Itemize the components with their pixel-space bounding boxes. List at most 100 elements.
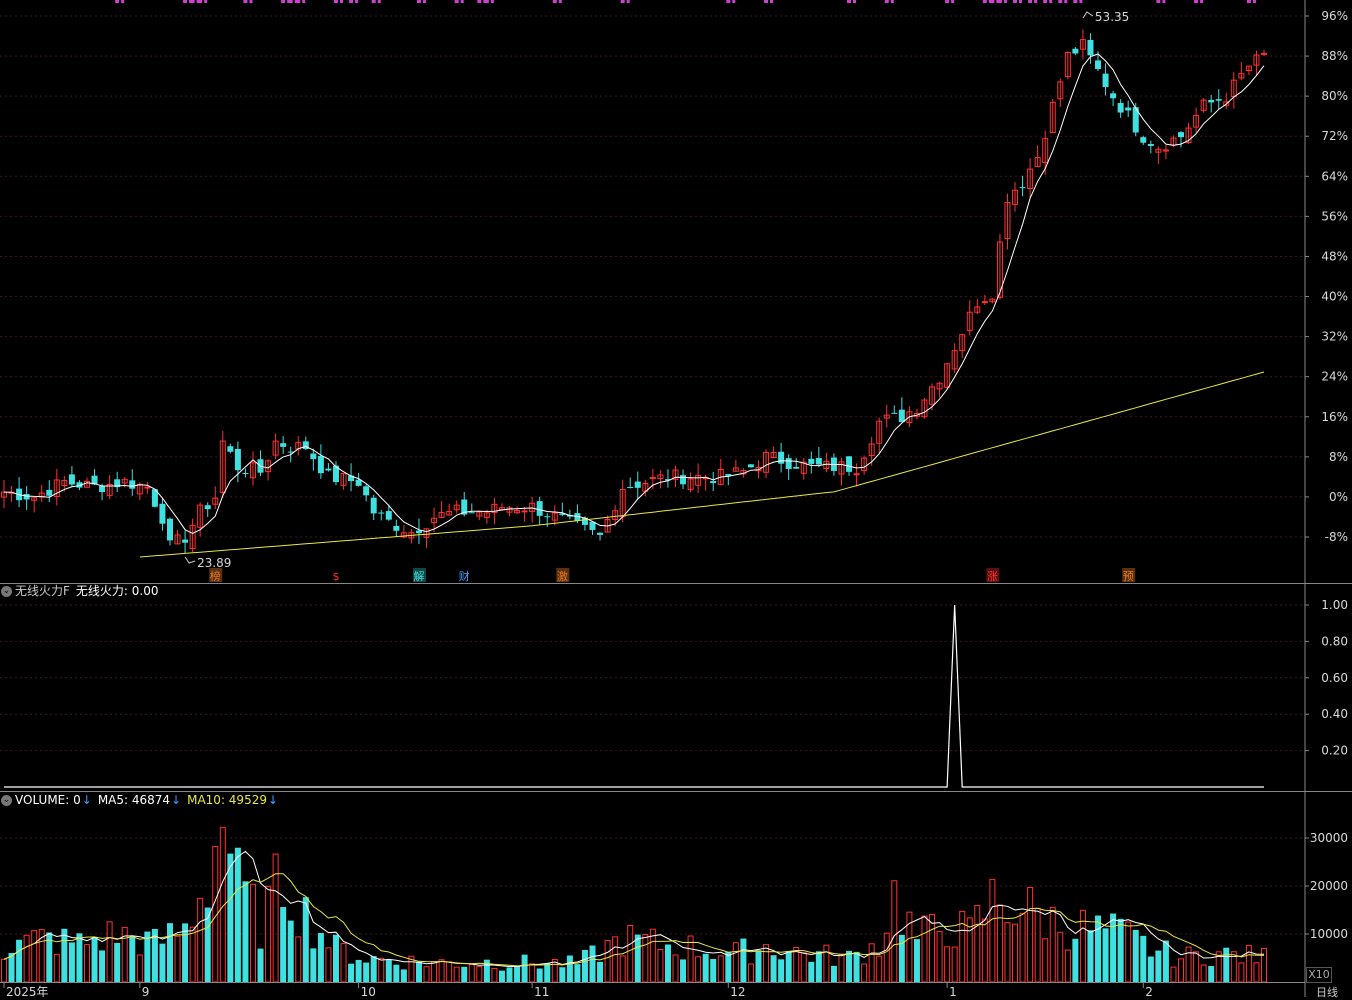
candle-body [61, 480, 68, 487]
period-label[interactable]: 日线 [1316, 986, 1338, 999]
candle-body [468, 512, 475, 514]
signal-dot [1034, 0, 1038, 3]
signal-dot [1049, 0, 1053, 3]
candle-body [1261, 52, 1267, 55]
y-tick-label: 0.20 [1321, 744, 1348, 758]
candle-body [227, 446, 234, 452]
volume-bar [129, 936, 136, 982]
candle-body [1087, 39, 1094, 56]
signal-dot [558, 0, 562, 3]
x-tick-label: 12 [730, 985, 745, 997]
y-tick-label: 40% [1321, 290, 1348, 304]
candle-body [1004, 202, 1011, 239]
y-tick-label: 1.00 [1321, 598, 1348, 612]
candle-body [551, 512, 558, 521]
volume-bar [680, 959, 687, 982]
candle-body [121, 478, 128, 484]
signal-dot [988, 0, 992, 3]
signal-dot [196, 0, 200, 3]
volume-bar [151, 928, 158, 982]
price-y-axis: 96% 88% 80% 72% 64% 56% 48% 40% 32% 24% 16% 8% 0% -8% [1305, 9, 1348, 544]
signal-dot [115, 0, 120, 3]
candle-body [951, 350, 958, 370]
signal-dot [997, 0, 1002, 3]
candle-body [521, 510, 528, 513]
candle-body [68, 474, 75, 485]
y-tick-label: 96% [1321, 9, 1348, 23]
candle-body [483, 512, 490, 519]
x-tick-label: 11 [534, 985, 549, 997]
volume-ma10-line [3, 873, 1265, 967]
collapse-chevron-icon[interactable]: ⌄ [1, 585, 12, 597]
volume-label: VOLUME: 0↓ [15, 792, 98, 808]
signal-dot [1043, 0, 1048, 3]
candle-body [732, 467, 739, 472]
y-tick-label: 0% [1329, 490, 1348, 504]
candle-body [680, 475, 687, 485]
price-moving-averages [3, 53, 1265, 558]
ma-short-line [3, 53, 1265, 534]
y-tick-label: 56% [1321, 209, 1348, 223]
signal-dot [626, 0, 630, 3]
signal-dot [121, 0, 125, 3]
candle-body [959, 334, 966, 352]
volume-bar [1140, 935, 1147, 982]
signal-dot [853, 0, 857, 3]
candle-body [898, 409, 905, 423]
candle-body [876, 420, 883, 444]
candle-body [891, 412, 898, 414]
ma5-label: MA5: 46874↓ [98, 792, 187, 808]
y-tick-label: 30000 [1310, 831, 1348, 845]
candle-body [182, 539, 189, 543]
candle-body [476, 511, 483, 517]
volume-bar [363, 962, 370, 982]
candle-body [695, 475, 702, 486]
candle-body [212, 497, 219, 505]
x-tick-label: 10 [361, 985, 376, 997]
volume-bar [355, 959, 362, 982]
event-label: 榜 [210, 569, 221, 583]
signal-dot [982, 0, 987, 3]
candle-body [144, 486, 151, 489]
volume-bar [99, 950, 106, 982]
candle-body [151, 489, 158, 507]
collapse-chevron-icon[interactable]: ⌄ [1, 794, 12, 806]
price-candles [1, 29, 1267, 554]
signal-dot [996, 0, 1000, 3]
candle-body [800, 461, 807, 474]
volume-bar [544, 963, 551, 982]
indicator-value-label: 无线火力: 0.00 [75, 584, 159, 598]
volume-bar [348, 963, 355, 982]
volume-moving-averages [3, 850, 1265, 967]
event-badge [329, 568, 343, 582]
candle-body [808, 458, 815, 464]
candle-body [974, 306, 981, 313]
signal-dot [281, 0, 286, 3]
scale-button[interactable]: X10 [1306, 967, 1332, 983]
candle-body [83, 480, 90, 488]
volume-bar [1162, 940, 1169, 982]
indicator-line [4, 604, 1264, 788]
volume-bar [114, 942, 121, 982]
candle-body [378, 512, 385, 514]
volume-bar [310, 948, 317, 982]
y-tick-label: 0.40 [1321, 707, 1348, 721]
signal-dot [1003, 0, 1007, 3]
candle-body [189, 524, 196, 550]
low-pointer [184, 556, 196, 564]
candle-body [1185, 127, 1192, 144]
candle-body [966, 311, 973, 331]
ma10-label: MA10: 49529↓ [187, 792, 278, 808]
candle-body [76, 482, 83, 488]
candle-body [687, 478, 694, 490]
candle-body [785, 458, 792, 470]
signal-dot [454, 0, 459, 3]
candle-body [657, 474, 664, 480]
candle-body [710, 481, 717, 484]
indicator-header: ⌄ 无线火力F 无线火力: 0.00 [0, 583, 164, 599]
signal-dot [483, 0, 487, 3]
volume-bar [1102, 928, 1109, 982]
event-label: 财 [459, 569, 470, 583]
indicator-name[interactable]: 无线火力F [15, 584, 70, 598]
volume-bar [1147, 956, 1154, 982]
